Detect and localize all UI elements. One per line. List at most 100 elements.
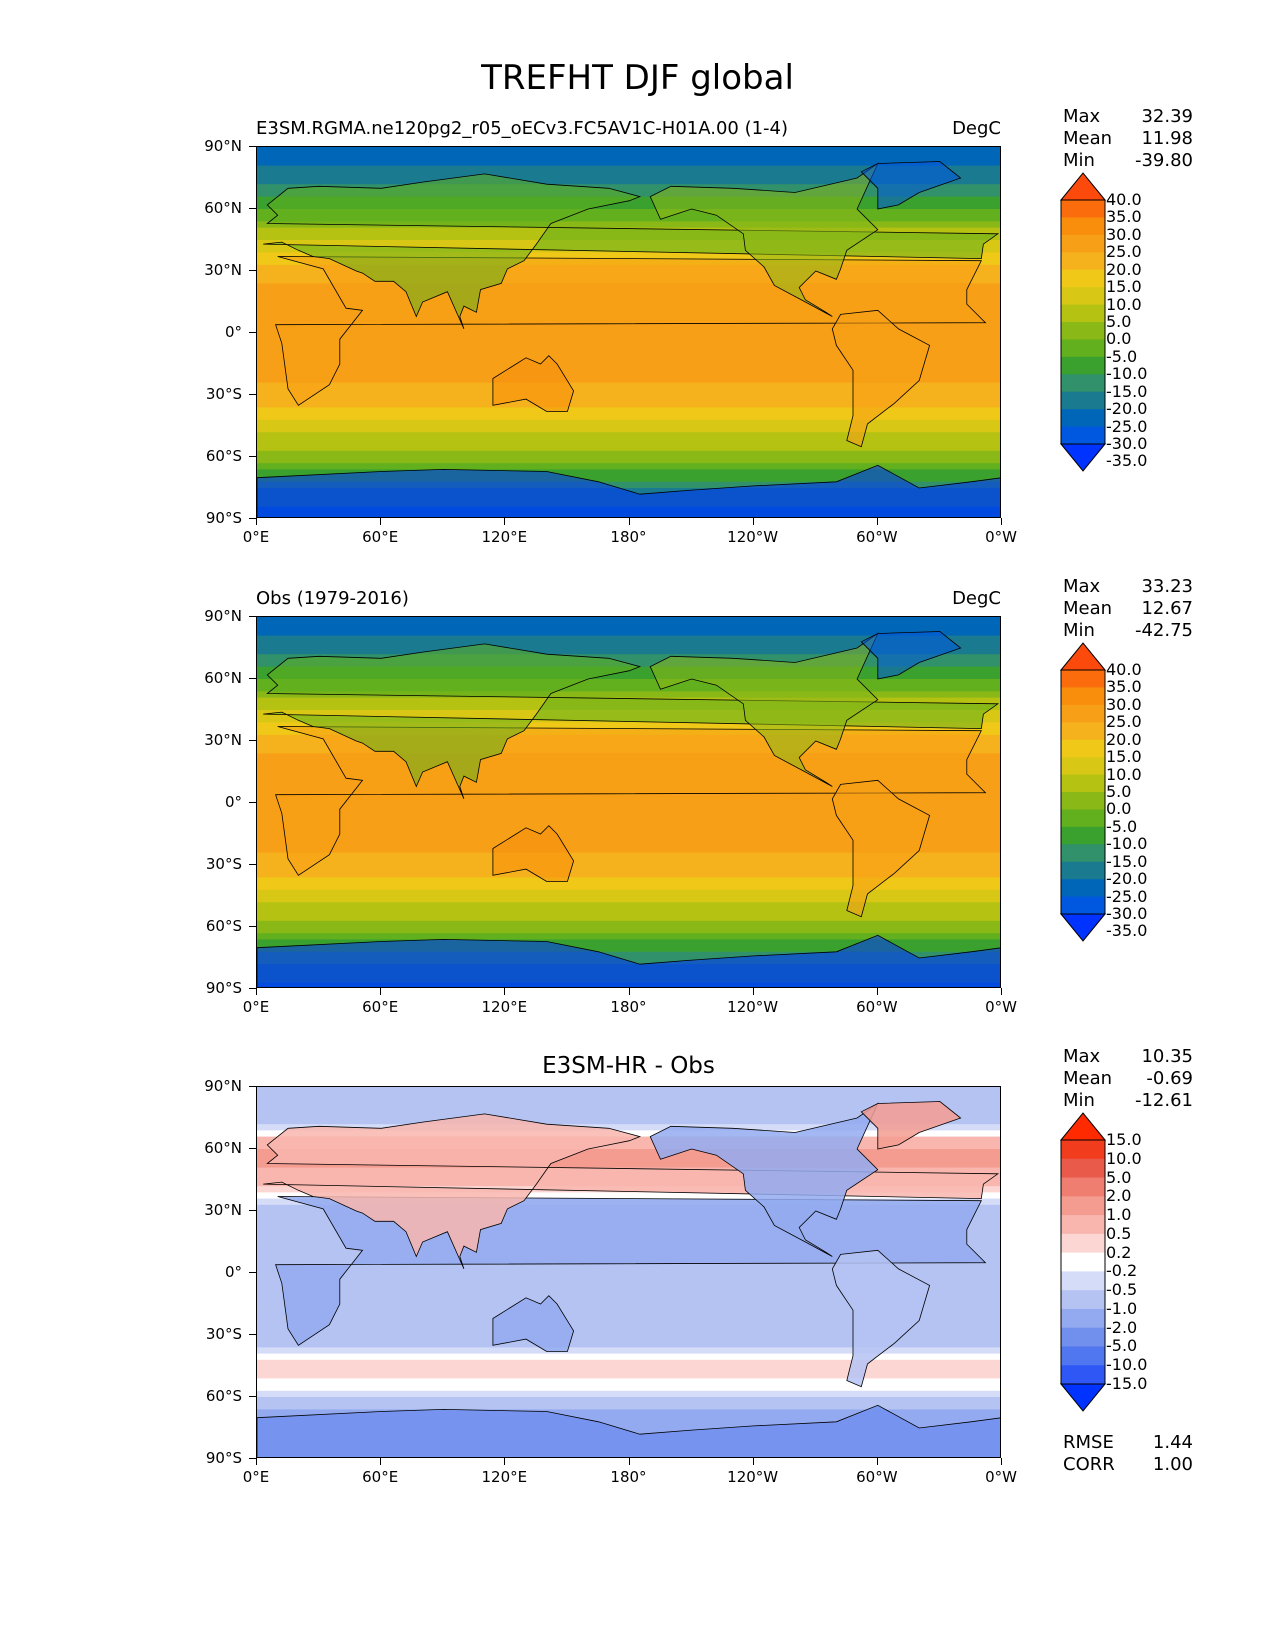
colorbar-segment (1061, 896, 1105, 915)
continent-australia (492, 825, 575, 882)
colorbar-label: 20.0 (1106, 729, 1142, 749)
colorbar-segment (1061, 774, 1105, 793)
y-tick-mark (249, 1272, 256, 1273)
colorbar-segment (1061, 670, 1105, 688)
colorbar-label: 0.5 (1106, 1223, 1132, 1243)
colorbar-extend-bottom (1060, 443, 1106, 472)
zonal-band (257, 648, 1000, 655)
zonal-band (257, 171, 1000, 179)
zonal-band (257, 351, 1000, 359)
colorbar-label: 35.0 (1106, 207, 1142, 227)
colorbar-frame (1060, 199, 1106, 445)
colorbar-label: 5.0 (1106, 782, 1132, 801)
zonal-band (257, 388, 1000, 396)
x-tick-label: 0°E (242, 998, 270, 1016)
zonal-band (257, 858, 1000, 866)
stat-min: -42.75 (1134, 620, 1193, 641)
colorbar-segment (1061, 792, 1105, 810)
colorbar-label: -30.0 (1106, 434, 1148, 453)
stat-max-label: Max (1063, 106, 1101, 127)
zonal-band (257, 1266, 1000, 1274)
stat-min: -39.80 (1134, 150, 1193, 171)
zonal-band (257, 865, 1000, 872)
colorbar-label: -5.0 (1106, 346, 1138, 366)
zonal-band (257, 796, 1000, 804)
zonal-band (257, 877, 1000, 885)
zonal-band (257, 178, 1000, 185)
zonal-band (257, 1291, 1000, 1299)
x-tick-mark (504, 1458, 506, 1465)
colorbar-label: -10.0 (1106, 1355, 1148, 1375)
zonal-band (257, 1161, 1000, 1169)
colorbar (1060, 172, 1106, 472)
zonal-band (257, 834, 1000, 841)
y-tick-label: 30°N (204, 261, 242, 279)
zonal-band (257, 1341, 1000, 1348)
zonal-band (257, 617, 1000, 624)
zonal-band (257, 1366, 1000, 1373)
colorbar-segment (1061, 1308, 1105, 1329)
zonal-band (257, 1111, 1000, 1119)
zonal-band (257, 840, 1000, 847)
metrics-box: RMSE 1.44 CORR 1.00 (1063, 1432, 1193, 1476)
zonal-band (257, 1403, 1000, 1410)
colorbar-segment (1061, 1233, 1105, 1254)
zonal-band (257, 1124, 1000, 1131)
x-tick-label: 120°W (727, 1468, 779, 1486)
stat-max: 33.23 (1141, 576, 1193, 597)
units-label: DegC (952, 118, 1001, 139)
zonal-band (257, 444, 1000, 452)
colorbar-segment (1061, 1252, 1105, 1272)
zonal-band (257, 1359, 1000, 1367)
colorbar-segment (1061, 391, 1105, 410)
y-tick-label: 90°N (204, 1077, 242, 1095)
colorbar-segment (1061, 252, 1105, 271)
zonal-band (257, 945, 1000, 953)
zonal-band (257, 469, 1000, 477)
continent-north-america (649, 162, 879, 317)
colorbar-label: 1.0 (1106, 1205, 1132, 1225)
stat-mean: 12.67 (1141, 598, 1193, 619)
rmse-value: 1.44 (1152, 1432, 1193, 1453)
stat-mean-label: Mean (1063, 128, 1113, 149)
x-tick-mark (1001, 1458, 1002, 1465)
colorbar-segment (1061, 1365, 1105, 1385)
map-plot (256, 616, 1001, 988)
zonal-band (257, 902, 1000, 909)
zonal-band (257, 1093, 1000, 1100)
y-tick-mark (249, 802, 256, 803)
stat-max: 10.35 (1141, 1046, 1193, 1067)
zonal-band (257, 654, 1000, 661)
zonal-band (257, 815, 1000, 823)
zonal-band (257, 1409, 1000, 1417)
colorbar-label: 15.0 (1106, 747, 1142, 767)
zonal-band (257, 1421, 1000, 1429)
y-tick-label: 0° (224, 323, 242, 341)
colorbar-segment (1061, 809, 1105, 828)
y-tick-label: 60°S (205, 447, 242, 465)
zonal-band (257, 1099, 1000, 1107)
zonal-band (257, 722, 1000, 730)
zonal-band (257, 672, 1000, 680)
y-tick-mark (249, 740, 256, 741)
colorbar-segment (1061, 757, 1105, 776)
continent-eurasia (263, 1113, 1000, 1270)
continent-antarctica (257, 464, 1000, 517)
y-tick-mark (249, 270, 256, 271)
colorbar (1060, 642, 1106, 942)
zonal-band (257, 1310, 1000, 1317)
x-tick-label: 180° (610, 1468, 647, 1486)
stat-min-label: Min (1063, 620, 1095, 641)
continent-south-america (831, 1249, 931, 1388)
colorbar-label: 5.0 (1106, 312, 1132, 331)
x-tick-mark (876, 988, 878, 995)
zonal-band (257, 252, 1000, 260)
colorbar-label: 40.0 (1106, 660, 1142, 679)
continent-greenland (860, 631, 962, 680)
x-tick-mark (256, 1458, 257, 1465)
zonal-band (257, 221, 1000, 229)
x-tick-label: 60°E (362, 1468, 399, 1486)
zonal-band (257, 153, 1000, 160)
colorbar-label: -2.0 (1106, 1317, 1138, 1337)
corr-value: 1.00 (1152, 1454, 1193, 1475)
